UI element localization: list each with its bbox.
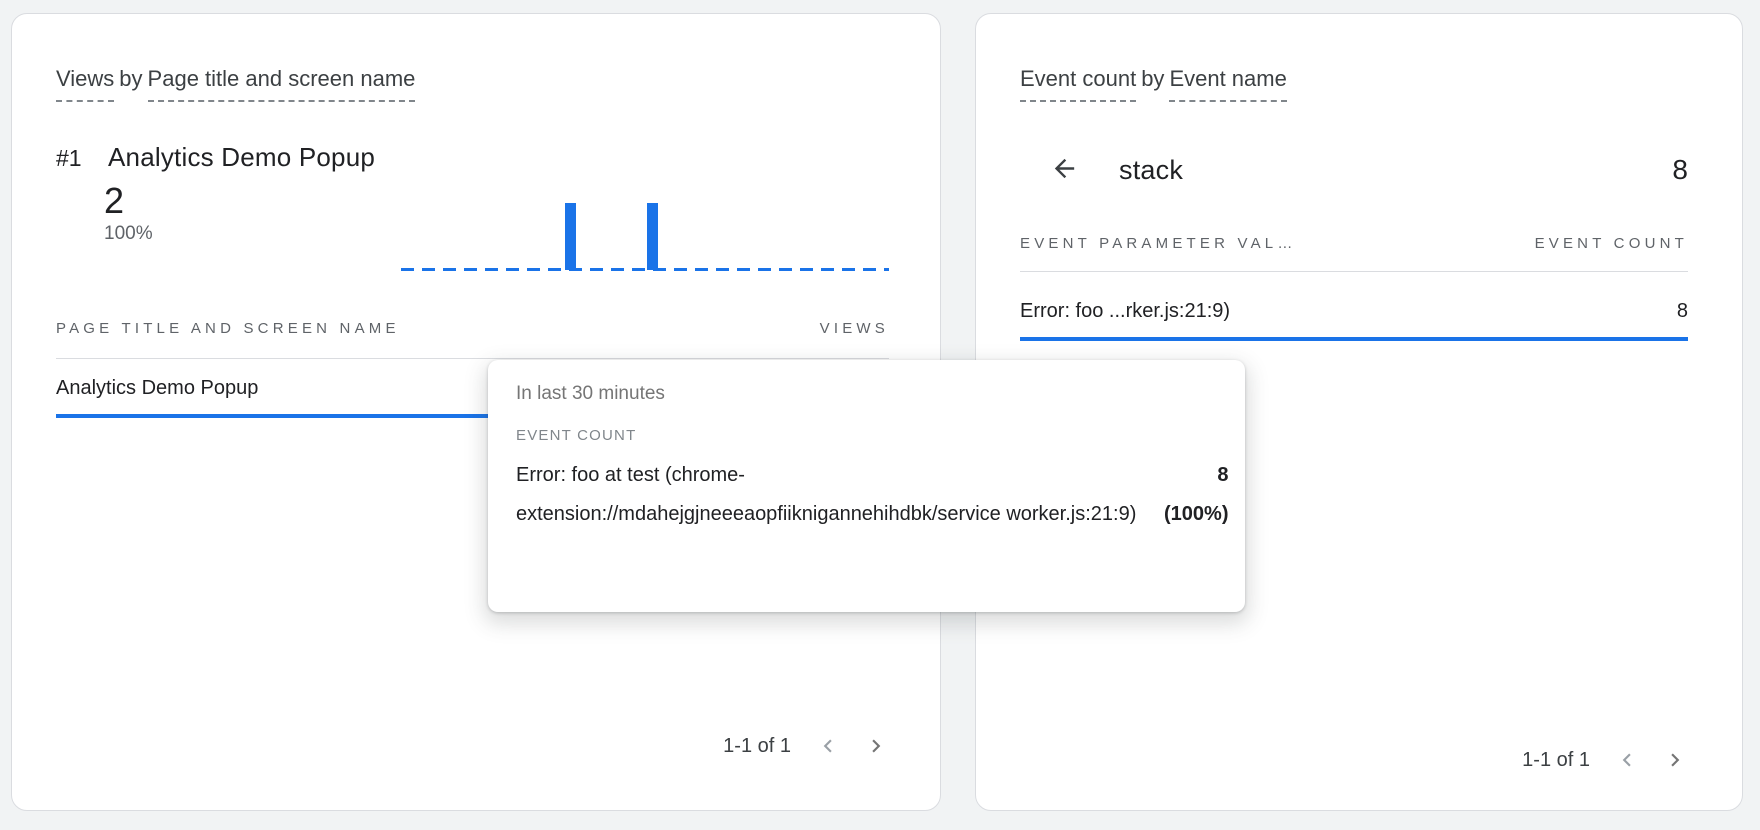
tooltip-section-label: EVENT COUNT: [516, 427, 637, 444]
views-percent: 100%: [104, 223, 153, 244]
tooltip-event-name: Error: foo at test (chrome-extension://m…: [516, 464, 1137, 525]
sparkline-baseline: [401, 268, 889, 271]
chevron-left-icon: [1614, 747, 1640, 773]
drilldown-header: stack 8: [1020, 154, 1688, 186]
tooltip-event-percent: (100%): [1164, 503, 1229, 525]
pagination-label: 1-1 of 1: [1522, 749, 1590, 771]
entity-name: Analytics Demo Popup: [108, 142, 376, 172]
table-row[interactable]: Error: foo ...rker.js:21:9) 8: [1020, 272, 1688, 341]
previous-page-button[interactable]: [1614, 747, 1640, 773]
row-value: 8: [1676, 300, 1688, 322]
column-header-event-parameter: EVENT PARAMETER VAL…: [1020, 235, 1297, 252]
previous-page-button[interactable]: [815, 733, 841, 759]
top-entity-row: #1 Analytics Demo Popup: [56, 142, 889, 173]
tooltip-values: 8 (100%): [1164, 456, 1228, 534]
column-header-page-title: PAGE TITLE AND SCREEN NAME: [56, 320, 400, 337]
dimension-selector-event-name[interactable]: Event name: [1169, 64, 1287, 102]
hover-tooltip: In last 30 minutes EVENT COUNT Error: fo…: [488, 360, 1245, 612]
dimension-selector-page-title[interactable]: Page title and screen name: [147, 64, 416, 102]
back-button[interactable]: [1050, 154, 1079, 186]
row-name: Analytics Demo Popup: [56, 377, 259, 399]
sparkline-bar: [647, 203, 659, 270]
chevron-right-icon: [863, 733, 889, 759]
tooltip-row: Error: foo at test (chrome-extension://m…: [516, 456, 1228, 534]
views-value: 2: [104, 180, 125, 221]
event-table-header: EVENT PARAMETER VAL… EVENT COUNT: [1020, 234, 1688, 272]
next-page-button[interactable]: [1662, 747, 1688, 773]
chevron-left-icon: [815, 733, 841, 759]
entity-rank: #1: [56, 145, 82, 171]
tooltip-timeframe: In last 30 minutes: [516, 383, 665, 404]
pagination-label: 1-1 of 1: [723, 735, 791, 757]
stats-row: 2 100%: [56, 181, 889, 271]
chevron-right-icon: [1662, 747, 1688, 773]
column-header-views: VIEWS: [819, 320, 889, 337]
table-row[interactable]: Analytics Demo Popup: [56, 359, 889, 418]
drilldown-event-name: stack: [1119, 154, 1184, 185]
metric-selector-event-count[interactable]: Event count: [1020, 64, 1137, 102]
next-page-button[interactable]: [863, 733, 889, 759]
views-pagination: 1-1 of 1: [723, 732, 889, 760]
title-connector: by: [119, 66, 143, 91]
views-table-header: PAGE TITLE AND SCREEN NAME VIEWS: [56, 319, 889, 359]
arrow-left-icon: [1050, 154, 1079, 186]
views-card-title: Views by Page title and screen name: [56, 64, 889, 102]
tooltip-event-count: 8: [1217, 464, 1229, 486]
event-pagination: 1-1 of 1: [1522, 746, 1688, 774]
metric-selector-views[interactable]: Views: [56, 64, 115, 102]
drilldown-event-count: 8: [1672, 154, 1688, 185]
title-connector: by: [1141, 66, 1165, 91]
sparkline-bar: [565, 203, 577, 270]
column-header-event-count: EVENT COUNT: [1534, 235, 1688, 252]
row-name: Error: foo ...rker.js:21:9): [1020, 300, 1231, 322]
views-sparkline-chart: [401, 201, 889, 271]
event-card-title: Event count by Event name: [1020, 64, 1688, 102]
stat-block: 2 100%: [104, 181, 401, 247]
